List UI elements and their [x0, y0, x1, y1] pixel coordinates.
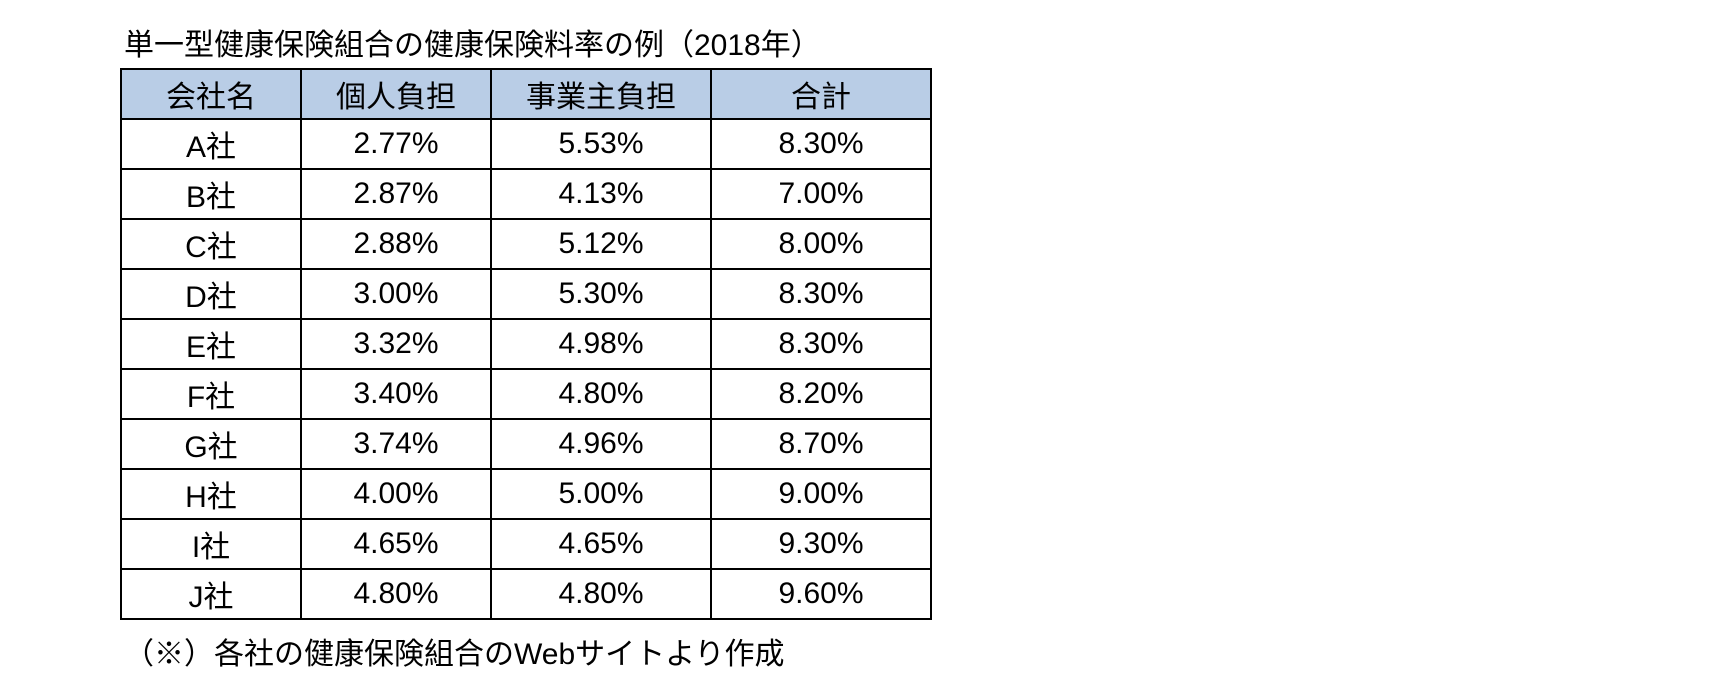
header-employer: 事業主負担	[491, 69, 711, 119]
cell-company: J社	[121, 569, 301, 619]
cell-employer: 5.30%	[491, 269, 711, 319]
table-row: H社 4.00% 5.00% 9.00%	[121, 469, 931, 519]
cell-company: A社	[121, 119, 301, 169]
table-row: A社 2.77% 5.53% 8.30%	[121, 119, 931, 169]
cell-total: 8.00%	[711, 219, 931, 269]
cell-total: 8.70%	[711, 419, 931, 469]
table-container: 会社名 個人負担 事業主負担 合計 A社 2.77% 5.53% 8.30% B…	[120, 68, 932, 620]
table-row: D社 3.00% 5.30% 8.30%	[121, 269, 931, 319]
cell-employer: 5.00%	[491, 469, 711, 519]
cell-personal: 4.00%	[301, 469, 491, 519]
table-header-row: 会社名 個人負担 事業主負担 合計	[121, 69, 931, 119]
cell-total: 8.30%	[711, 119, 931, 169]
cell-company: H社	[121, 469, 301, 519]
cell-company: E社	[121, 319, 301, 369]
table-row: E社 3.32% 4.98% 8.30%	[121, 319, 931, 369]
cell-employer: 4.13%	[491, 169, 711, 219]
cell-personal: 2.87%	[301, 169, 491, 219]
cell-total: 7.00%	[711, 169, 931, 219]
table-row: J社 4.80% 4.80% 9.60%	[121, 569, 931, 619]
cell-employer: 4.98%	[491, 319, 711, 369]
cell-personal: 2.77%	[301, 119, 491, 169]
table-row: C社 2.88% 5.12% 8.00%	[121, 219, 931, 269]
table-row: I社 4.65% 4.65% 9.30%	[121, 519, 931, 569]
cell-employer: 4.96%	[491, 419, 711, 469]
cell-company: C社	[121, 219, 301, 269]
cell-company: G社	[121, 419, 301, 469]
table-title: 単一型健康保険組合の健康保険料率の例（2018年）	[120, 20, 1594, 64]
cell-personal: 2.88%	[301, 219, 491, 269]
cell-personal: 4.65%	[301, 519, 491, 569]
cell-company: D社	[121, 269, 301, 319]
cell-total: 9.60%	[711, 569, 931, 619]
table-body: A社 2.77% 5.53% 8.30% B社 2.87% 4.13% 7.00…	[121, 119, 931, 619]
header-personal: 個人負担	[301, 69, 491, 119]
cell-employer: 5.53%	[491, 119, 711, 169]
table-footnote: （※）各社の健康保険組合のWebサイトより作成	[120, 629, 1594, 673]
cell-employer: 4.80%	[491, 369, 711, 419]
cell-employer: 4.65%	[491, 519, 711, 569]
header-total: 合計	[711, 69, 931, 119]
cell-employer: 4.80%	[491, 569, 711, 619]
cell-personal: 3.74%	[301, 419, 491, 469]
cell-total: 8.30%	[711, 319, 931, 369]
cell-personal: 3.00%	[301, 269, 491, 319]
table-row: B社 2.87% 4.13% 7.00%	[121, 169, 931, 219]
cell-company: B社	[121, 169, 301, 219]
header-company: 会社名	[121, 69, 301, 119]
cell-company: I社	[121, 519, 301, 569]
cell-personal: 4.80%	[301, 569, 491, 619]
cell-total: 8.20%	[711, 369, 931, 419]
cell-total: 9.30%	[711, 519, 931, 569]
cell-company: F社	[121, 369, 301, 419]
table-row: G社 3.74% 4.96% 8.70%	[121, 419, 931, 469]
cell-personal: 3.32%	[301, 319, 491, 369]
cell-total: 8.30%	[711, 269, 931, 319]
cell-total: 9.00%	[711, 469, 931, 519]
insurance-rate-table: 会社名 個人負担 事業主負担 合計 A社 2.77% 5.53% 8.30% B…	[120, 68, 932, 620]
cell-employer: 5.12%	[491, 219, 711, 269]
table-row: F社 3.40% 4.80% 8.20%	[121, 369, 931, 419]
cell-personal: 3.40%	[301, 369, 491, 419]
